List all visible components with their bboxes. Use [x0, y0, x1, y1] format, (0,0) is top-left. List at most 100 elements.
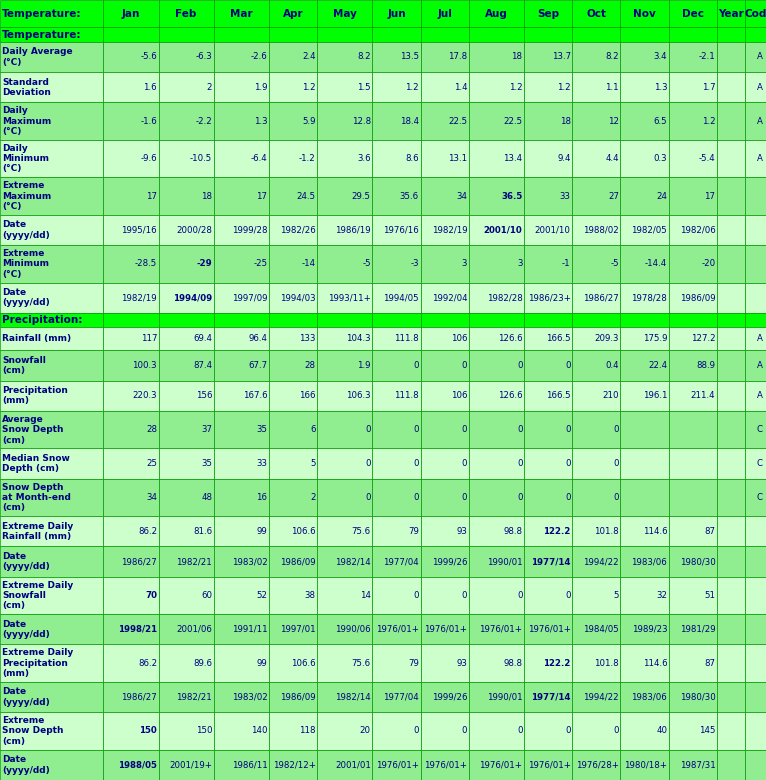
Text: 1980/18+: 1980/18+ [624, 760, 667, 769]
Text: 167.6: 167.6 [243, 392, 267, 400]
Bar [745, 750, 766, 780]
Text: 1983/02: 1983/02 [231, 557, 267, 566]
Bar [669, 27, 717, 42]
Text: -1.2: -1.2 [299, 154, 316, 163]
Text: 35.6: 35.6 [400, 192, 419, 200]
Bar [717, 27, 745, 42]
Text: 36.5: 36.5 [501, 192, 522, 200]
Bar [524, 381, 572, 411]
Bar [572, 42, 620, 72]
Text: 220.3: 220.3 [133, 392, 157, 400]
Text: Date
(yyyy/dd): Date (yyyy/dd) [2, 687, 50, 707]
Bar [159, 712, 214, 750]
Bar [669, 350, 717, 381]
Bar [669, 682, 717, 712]
Text: 1.1: 1.1 [605, 83, 619, 92]
Text: 106.3: 106.3 [346, 392, 371, 400]
Text: 127.2: 127.2 [691, 335, 715, 343]
Text: A: A [757, 52, 762, 62]
Bar [745, 712, 766, 750]
Bar [669, 140, 717, 177]
Text: A: A [757, 154, 762, 163]
Bar [572, 215, 620, 245]
Bar [745, 350, 766, 381]
Bar [572, 282, 620, 313]
Text: 6.5: 6.5 [653, 116, 667, 126]
Bar [103, 282, 159, 313]
Bar [372, 479, 421, 516]
Bar [372, 177, 421, 214]
Text: 18.4: 18.4 [400, 116, 419, 126]
Bar [421, 516, 469, 547]
Bar [421, 712, 469, 750]
Text: C: C [757, 459, 762, 468]
Text: 0: 0 [517, 591, 522, 600]
Bar [669, 313, 717, 328]
Text: 0: 0 [565, 591, 571, 600]
Bar [159, 215, 214, 245]
Text: 60: 60 [201, 591, 212, 600]
Bar [572, 614, 620, 644]
Text: 1986/09: 1986/09 [280, 693, 316, 701]
Bar [620, 0, 669, 27]
Bar [0, 614, 103, 644]
Text: 133: 133 [299, 335, 316, 343]
Bar [717, 313, 745, 328]
Bar [103, 27, 159, 42]
Bar [620, 411, 669, 448]
Bar [717, 644, 745, 682]
Bar [214, 27, 269, 42]
Bar [269, 644, 317, 682]
Text: 69.4: 69.4 [193, 335, 212, 343]
Bar [421, 381, 469, 411]
Bar [524, 350, 572, 381]
Bar [103, 140, 159, 177]
Text: Jan: Jan [122, 9, 140, 19]
Bar [103, 411, 159, 448]
Text: 17: 17 [705, 192, 715, 200]
Text: 6: 6 [310, 425, 316, 434]
Text: 1994/22: 1994/22 [583, 693, 619, 701]
Bar [372, 102, 421, 140]
Text: A: A [757, 392, 762, 400]
Text: 1976/28+: 1976/28+ [576, 760, 619, 769]
Bar [317, 215, 372, 245]
Bar [269, 547, 317, 576]
Bar [524, 328, 572, 350]
Bar [269, 750, 317, 780]
Bar [669, 750, 717, 780]
Text: 1990/06: 1990/06 [335, 625, 371, 634]
Bar [469, 682, 524, 712]
Text: 1980/30: 1980/30 [679, 557, 715, 566]
Text: 86.2: 86.2 [138, 659, 157, 668]
Text: Date
(yyyy/dd): Date (yyyy/dd) [2, 220, 50, 239]
Bar [103, 102, 159, 140]
Text: -2.1: -2.1 [699, 52, 715, 62]
Text: -1: -1 [562, 259, 571, 268]
Text: 1994/03: 1994/03 [280, 293, 316, 302]
Text: 1986/11: 1986/11 [231, 760, 267, 769]
Bar [214, 350, 269, 381]
Text: -3: -3 [411, 259, 419, 268]
Text: -14.4: -14.4 [645, 259, 667, 268]
Text: 1.2: 1.2 [405, 83, 419, 92]
Bar [620, 313, 669, 328]
Bar [620, 381, 669, 411]
Text: 12: 12 [608, 116, 619, 126]
Text: 35: 35 [257, 425, 267, 434]
Bar [421, 411, 469, 448]
Bar [269, 448, 317, 479]
Bar [0, 0, 103, 27]
Bar [745, 614, 766, 644]
Bar [717, 102, 745, 140]
Bar [214, 72, 269, 102]
Bar [469, 644, 524, 682]
Bar [214, 411, 269, 448]
Text: 67.7: 67.7 [248, 361, 267, 370]
Text: 1988/05: 1988/05 [118, 760, 157, 769]
Text: 1988/02: 1988/02 [583, 225, 619, 235]
Bar [745, 381, 766, 411]
Bar [620, 42, 669, 72]
Text: 1989/23: 1989/23 [631, 625, 667, 634]
Text: 1986/27: 1986/27 [121, 557, 157, 566]
